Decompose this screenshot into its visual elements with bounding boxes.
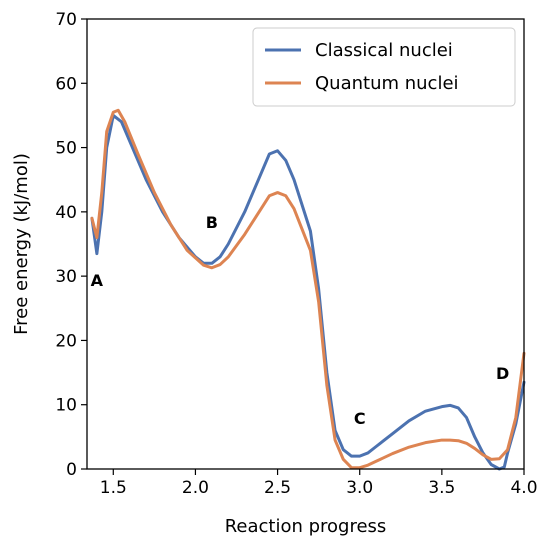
legend: Classical nuclei Quantum nuclei bbox=[252, 27, 516, 107]
x-tick-label: 1.5 bbox=[100, 478, 127, 498]
x-tick-label: 2.0 bbox=[182, 478, 209, 498]
y-tick-label: 70 bbox=[55, 10, 77, 30]
annotation-a: A bbox=[91, 271, 104, 290]
series-line-1 bbox=[90, 113, 526, 471]
annotations: A B C D bbox=[91, 213, 510, 428]
y-tick-label: 60 bbox=[55, 74, 77, 94]
x-tick-label: 3.0 bbox=[346, 478, 373, 498]
axes-frame bbox=[86, 18, 525, 470]
y-tick-label: 40 bbox=[55, 203, 77, 223]
annotation-c: C bbox=[354, 409, 366, 428]
x-tick-label: 3.5 bbox=[428, 478, 455, 498]
legend-box bbox=[252, 27, 516, 107]
legend-label-2: Quantum nuclei bbox=[315, 73, 459, 94]
x-tick-label: 2.5 bbox=[264, 478, 291, 498]
axes: 1.5 2.0 2.5 3.0 3.5 4.0 0 10 20 30 40 50 60 70 bbox=[55, 10, 537, 498]
annotation-d: D bbox=[496, 364, 509, 383]
curves bbox=[90, 108, 526, 471]
y-tick-label: 30 bbox=[55, 267, 77, 287]
x-axis-label: Reaction progress bbox=[225, 516, 387, 537]
legend-label-1: Classical nuclei bbox=[315, 40, 453, 61]
annotation-b: B bbox=[206, 213, 218, 232]
y-tick-label: 50 bbox=[55, 139, 77, 159]
y-tick-label: 10 bbox=[55, 396, 77, 416]
y-tick-label: 0 bbox=[66, 460, 77, 480]
y-axis-label: Free energy (kJ/mol) bbox=[11, 153, 32, 335]
x-tick-label: 4.0 bbox=[510, 478, 537, 498]
series-line-2 bbox=[90, 108, 526, 470]
y-tick-label: 20 bbox=[55, 331, 77, 351]
